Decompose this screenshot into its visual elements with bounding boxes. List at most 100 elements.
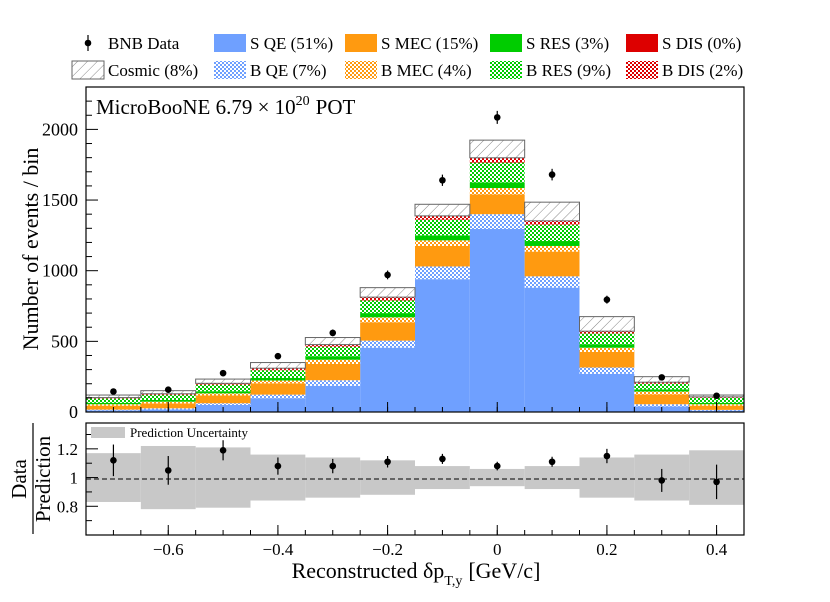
bar-smec-bin-6 bbox=[415, 245, 470, 267]
legend-label-cosmic: Cosmic (8%) bbox=[108, 61, 198, 80]
bar-bdis-bin-3 bbox=[250, 368, 306, 370]
ratio-point bbox=[329, 462, 337, 470]
bar-bres-bin-7 bbox=[469, 162, 525, 183]
ratio-point bbox=[713, 478, 720, 486]
legend-swatch-bqe bbox=[214, 61, 246, 79]
bar-smec-bin-9 bbox=[579, 351, 635, 368]
ratio-point bbox=[603, 452, 611, 460]
bar-bmec-bin-9 bbox=[579, 347, 635, 352]
legend-label-data: BNB Data bbox=[108, 34, 180, 53]
data-point bbox=[384, 271, 391, 279]
bar-sqe-bin-5 bbox=[360, 347, 415, 412]
legend-entry-smec: S MEC (15%) bbox=[345, 34, 478, 53]
bar-smec-bin-7 bbox=[469, 194, 525, 215]
bar-bqe-bin-10 bbox=[634, 404, 690, 407]
bar-bqe-bin-7 bbox=[469, 214, 525, 230]
ratio-point bbox=[110, 457, 117, 464]
bar-bres-bin-5 bbox=[360, 300, 415, 314]
ratio-y-tick-label: 0.8 bbox=[57, 497, 78, 516]
bar-bdis-bin-4 bbox=[305, 344, 361, 347]
legend-swatch-cosmic bbox=[71, 60, 105, 80]
legend-entry-data: BNB Data bbox=[84, 34, 180, 53]
data-point bbox=[274, 352, 282, 360]
ratio-point bbox=[493, 462, 501, 470]
legend-entry-bqe: B QE (7%) bbox=[214, 61, 326, 80]
data-point bbox=[548, 171, 556, 178]
ratio-point bbox=[164, 467, 172, 474]
bar-sqe-bin-8 bbox=[524, 287, 580, 412]
bar-sres-bin-3 bbox=[250, 377, 306, 381]
bar-cosmic-bin-0 bbox=[85, 394, 142, 399]
x-axis-label: Reconstructed δpT,y [GeV/c] bbox=[292, 558, 541, 589]
bar-bmec-bin-6 bbox=[415, 240, 470, 246]
ratio-y-tick-label: 1 bbox=[70, 469, 79, 488]
x-tick-label: 0.2 bbox=[596, 540, 617, 559]
data-point bbox=[493, 114, 501, 121]
y-tick-label: 1500 bbox=[42, 190, 78, 210]
bar-smec-bin-3 bbox=[250, 383, 306, 395]
bar-sqe-bin-6 bbox=[415, 279, 470, 412]
bar-bqe-bin-4 bbox=[305, 380, 361, 386]
x-tick-label: 0.4 bbox=[706, 540, 728, 559]
bar-sres-bin-2 bbox=[195, 391, 251, 394]
legend: BNB Data S QE (51%) S MEC (15%) S RES (3%) S… bbox=[71, 34, 743, 80]
prediction-uncertainty-band bbox=[86, 445, 744, 510]
y-tick-label: 1000 bbox=[42, 261, 78, 281]
bar-sres-bin-6 bbox=[415, 235, 470, 241]
y-tick-label: 500 bbox=[51, 331, 78, 351]
bar-bqe-bin-6 bbox=[415, 266, 470, 280]
bar-bmec-bin-4 bbox=[305, 359, 361, 364]
ratio-point bbox=[219, 446, 227, 454]
bar-cosmic-bin-5 bbox=[359, 287, 416, 298]
bar-bmec-bin-8 bbox=[524, 245, 580, 252]
bar-bdis-bin-8 bbox=[524, 220, 580, 225]
uncertainty-band-bin-6 bbox=[415, 466, 470, 490]
ratio-point bbox=[384, 458, 391, 466]
bar-bqe-bin-9 bbox=[579, 367, 635, 374]
legend-entry-bdis: B DIS (2%) bbox=[626, 61, 743, 80]
bar-sres-bin-9 bbox=[579, 344, 635, 348]
bar-bdis-bin-7 bbox=[469, 157, 525, 163]
legend-label-bres: B RES (9%) bbox=[526, 61, 611, 80]
bar-bres-bin-10 bbox=[634, 383, 690, 390]
bar-cosmic-bin-8 bbox=[524, 201, 581, 222]
uncertainty-band-bin-8 bbox=[524, 466, 580, 490]
y-axis-label: Number of events / bin bbox=[18, 148, 43, 351]
bar-cosmic-bin-2 bbox=[195, 378, 252, 384]
legend-entry-sres: S RES (3%) bbox=[490, 34, 609, 53]
bar-bqe-bin-5 bbox=[360, 340, 415, 348]
ratio-label-denominator: Prediction bbox=[31, 435, 55, 522]
data-point bbox=[329, 329, 337, 337]
bar-smec-bin-10 bbox=[634, 394, 690, 405]
data-point bbox=[713, 392, 720, 400]
bar-bdis-bin-10 bbox=[634, 382, 690, 384]
bar-bres-bin-8 bbox=[524, 224, 580, 242]
bar-sres-bin-7 bbox=[469, 182, 525, 189]
data-point bbox=[110, 388, 117, 395]
bar-bres-bin-1 bbox=[140, 395, 196, 400]
bar-cosmic-bin-6 bbox=[414, 203, 471, 217]
bar-bres-bin-6 bbox=[415, 219, 470, 236]
stacked-histogram bbox=[85, 139, 745, 412]
ratio-axis-ticks: 0.8 1 1.2 −0.6 −0.4 −0.2 0 0.2 0.4 bbox=[57, 433, 745, 559]
bar-cosmic-bin-9 bbox=[579, 316, 635, 332]
bar-smec-bin-5 bbox=[360, 322, 415, 341]
ratio-label-numerator: Data bbox=[7, 459, 31, 499]
bar-bdis-bin-5 bbox=[360, 297, 415, 300]
bar-bqe-bin-3 bbox=[250, 394, 306, 399]
ratio-y-axis-label: Data Prediction bbox=[7, 423, 55, 534]
bar-bres-bin-11 bbox=[689, 397, 744, 403]
bar-bdis-bin-1 bbox=[140, 393, 196, 395]
legend-label-bqe: B QE (7%) bbox=[250, 61, 326, 80]
bar-bdis-bin-6 bbox=[415, 215, 470, 220]
data-points bbox=[110, 110, 720, 400]
bar-bqe-bin-2 bbox=[195, 403, 251, 405]
legend-swatch-smec bbox=[345, 34, 377, 52]
ratio-point bbox=[658, 477, 666, 484]
ratio-point bbox=[439, 455, 446, 463]
data-point bbox=[219, 369, 227, 377]
bar-smec-bin-2 bbox=[195, 395, 251, 404]
legend-label-bdis: B DIS (2%) bbox=[662, 61, 743, 80]
y-tick-label: 2000 bbox=[42, 119, 78, 139]
bar-bres-bin-0 bbox=[86, 398, 141, 403]
